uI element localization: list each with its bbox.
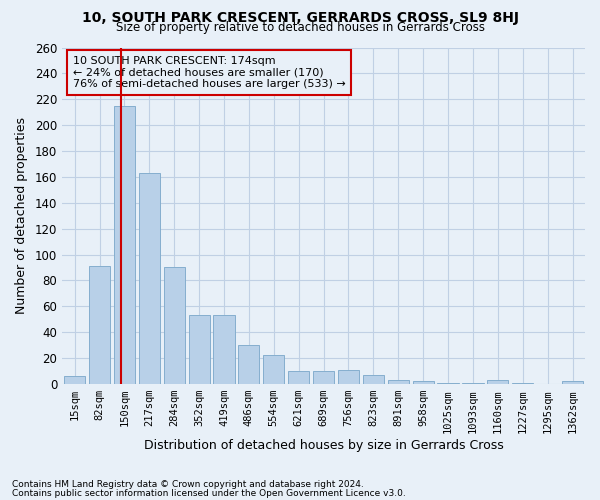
Bar (388, 380, 409, 384)
X-axis label: Distribution of detached houses by size in Gerrards Cross: Distribution of detached houses by size … (144, 440, 503, 452)
Bar (263, 356, 284, 384)
Text: 10 SOUTH PARK CRESCENT: 174sqm
← 24% of detached houses are smaller (170)
76% of: 10 SOUTH PARK CRESCENT: 174sqm ← 24% of … (73, 56, 346, 89)
Bar (363, 375, 384, 384)
Bar (463, 382, 484, 384)
Bar (487, 380, 508, 384)
Text: Size of property relative to detached houses in Gerrards Cross: Size of property relative to detached ho… (115, 21, 485, 34)
Bar (114, 106, 135, 384)
Bar (512, 382, 533, 384)
Bar (164, 268, 185, 384)
Bar (188, 316, 209, 384)
Text: Contains public sector information licensed under the Open Government Licence v3: Contains public sector information licen… (12, 488, 406, 498)
Bar (562, 382, 583, 384)
Bar (238, 345, 259, 384)
Text: Contains HM Land Registry data © Crown copyright and database right 2024.: Contains HM Land Registry data © Crown c… (12, 480, 364, 489)
Y-axis label: Number of detached properties: Number of detached properties (15, 117, 28, 314)
Bar (288, 371, 309, 384)
Bar (437, 382, 458, 384)
Bar (413, 382, 434, 384)
Bar (139, 173, 160, 384)
Bar (89, 266, 110, 384)
Bar (64, 376, 85, 384)
Bar (313, 371, 334, 384)
Bar (214, 316, 235, 384)
Bar (338, 370, 359, 384)
Text: 10, SOUTH PARK CRESCENT, GERRARDS CROSS, SL9 8HJ: 10, SOUTH PARK CRESCENT, GERRARDS CROSS,… (82, 11, 518, 25)
